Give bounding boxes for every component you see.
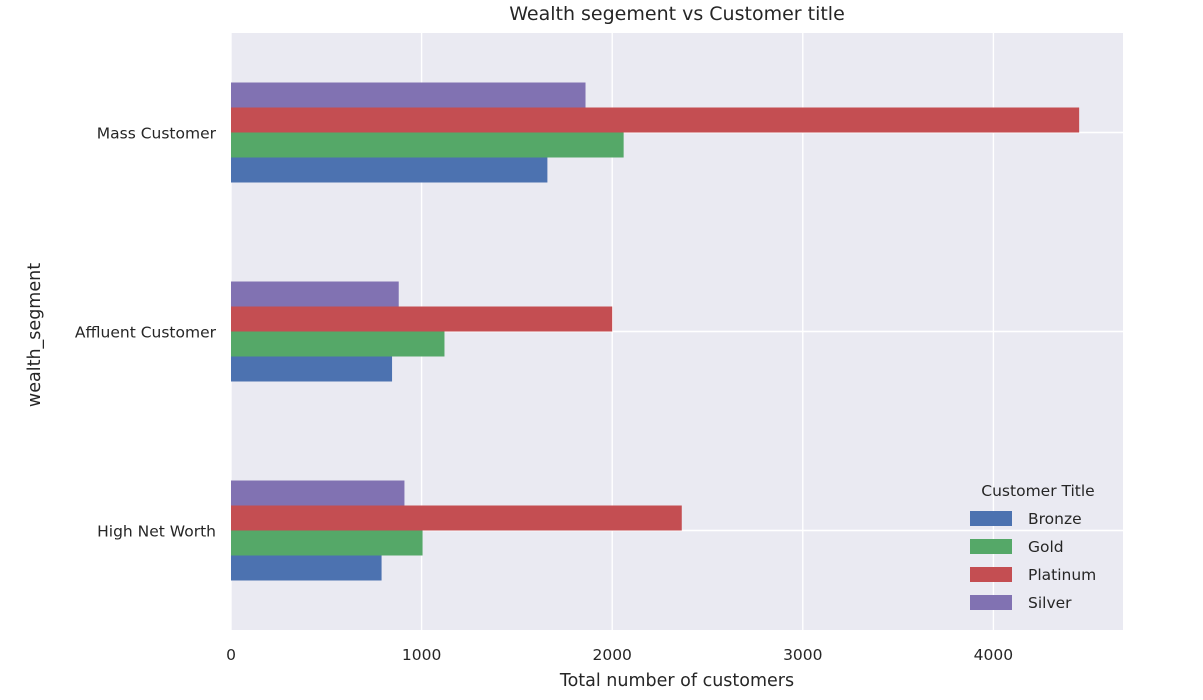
x-tick-label: 1000 [402, 646, 441, 664]
x-tick-label: 0 [226, 646, 236, 664]
y-tick-label: High Net Worth [97, 523, 216, 541]
legend-label-gold: Gold [1028, 538, 1064, 556]
legend-swatch-gold [970, 539, 1012, 554]
legend: Customer Title Bronze Gold Platinum Silver [970, 482, 1096, 612]
bars-layer [231, 82, 1080, 581]
bar-gold [231, 331, 445, 357]
bar-gold [231, 132, 624, 158]
legend-title: Customer Title [981, 482, 1094, 500]
x-tick-label: 4000 [974, 646, 1013, 664]
legend-swatch-bronze [970, 511, 1012, 526]
bar-silver [231, 281, 399, 307]
bar-platinum [231, 505, 682, 531]
bar-platinum [231, 306, 613, 332]
x-tick-labels: 0 1000 2000 3000 4000 [226, 646, 1013, 664]
x-tick-label: 3000 [783, 646, 822, 664]
bar-gold [231, 530, 423, 556]
bar-silver [231, 480, 405, 506]
legend-label-silver: Silver [1028, 594, 1072, 612]
legend-swatch-platinum [970, 567, 1012, 582]
bar-platinum [231, 107, 1080, 133]
legend-swatch-silver [970, 595, 1012, 610]
bar-bronze [231, 555, 382, 581]
bar-silver [231, 82, 586, 108]
x-tick-label: 2000 [592, 646, 631, 664]
bar-bronze [231, 356, 393, 382]
bar-bronze [231, 157, 548, 183]
y-tick-label: Affluent Customer [75, 324, 217, 342]
x-axis-label: Total number of customers [559, 671, 794, 691]
legend-label-bronze: Bronze [1028, 510, 1082, 528]
legend-label-platinum: Platinum [1028, 566, 1096, 584]
chart-title: Wealth segement vs Customer title [509, 3, 845, 25]
y-tick-label: Mass Customer [97, 125, 217, 143]
y-tick-labels: High Net Worth Affluent Customer Mass Cust… [75, 125, 217, 541]
y-axis-label: wealth_segment [25, 263, 45, 407]
